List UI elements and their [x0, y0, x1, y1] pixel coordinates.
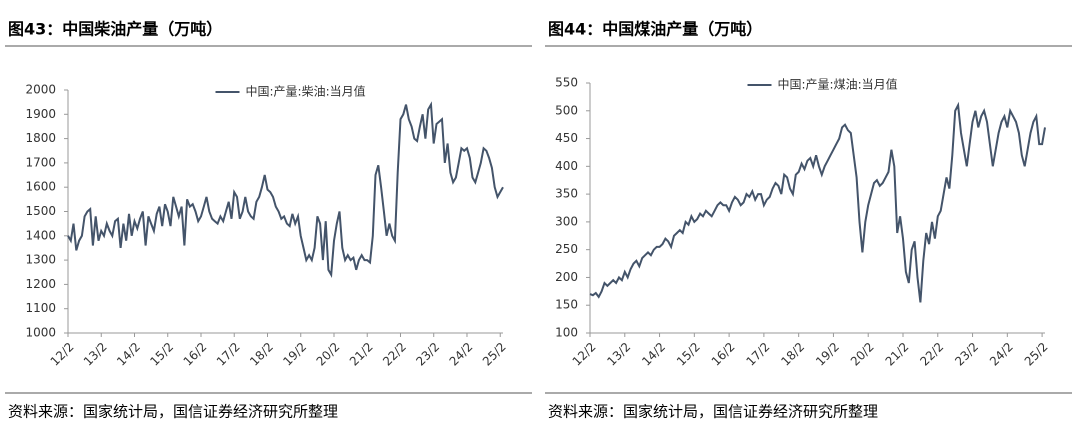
x-tick-label: 21/2 — [347, 340, 376, 369]
y-tick-label: 1200 — [25, 277, 56, 291]
y-tick-label: 1600 — [25, 180, 56, 194]
x-tick-label: 25/2 — [1022, 340, 1051, 369]
y-tick-label: 2000 — [25, 83, 56, 97]
y-tick-label: 350 — [555, 187, 578, 201]
x-tick-label: 20/2 — [314, 340, 343, 369]
x-tick-label: 15/2 — [674, 340, 703, 369]
y-tick-label: 400 — [555, 159, 578, 173]
x-tick-label: 24/2 — [987, 340, 1016, 369]
x-tick-label: 15/2 — [147, 340, 176, 369]
y-tick-label: 1000 — [25, 326, 56, 340]
x-tick-label: 20/2 — [848, 340, 877, 369]
y-tick-label: 500 — [555, 103, 578, 117]
y-tick-label: 150 — [555, 298, 578, 312]
y-tick-label: 100 — [555, 326, 578, 340]
data-line — [589, 101, 1046, 303]
x-tick-label: 25/2 — [480, 340, 509, 369]
x-tick-label: 12/2 — [48, 340, 77, 369]
x-tick-label: 21/2 — [883, 340, 912, 369]
data-line — [67, 101, 504, 278]
source: 资料来源：国家统计局，国信证券经济研究所整理 — [548, 403, 878, 421]
x-tick-label: 13/2 — [81, 340, 110, 369]
y-tick-label: 450 — [555, 131, 578, 145]
x-tick-label: 18/2 — [778, 340, 807, 369]
y-tick-label: 1100 — [25, 301, 56, 315]
x-tick-label: 16/2 — [181, 340, 210, 369]
x-tick-label: 19/2 — [813, 340, 842, 369]
y-tick-label: 1500 — [25, 204, 56, 218]
chart-title: 图43：中国柴油产量（万吨） — [8, 20, 222, 39]
legend-label: 中国:产量:柴油:当月值 — [246, 84, 366, 99]
x-tick-label: 16/2 — [709, 340, 738, 369]
y-tick-label: 250 — [555, 242, 578, 256]
y-tick-label: 1700 — [25, 155, 56, 169]
y-tick-label: 1400 — [25, 228, 56, 242]
x-tick-label: 23/2 — [413, 340, 442, 369]
y-tick-label: 1800 — [25, 131, 56, 145]
x-tick-label: 17/2 — [214, 340, 243, 369]
x-tick-label: 18/2 — [247, 340, 276, 369]
x-tick-label: 22/2 — [380, 340, 409, 369]
chart-title: 图44：中国煤油产量（万吨） — [548, 20, 762, 39]
x-tick-label: 24/2 — [447, 340, 476, 369]
y-tick-label: 1300 — [25, 253, 56, 267]
x-tick-label: 22/2 — [917, 340, 946, 369]
y-tick-label: 300 — [555, 214, 578, 228]
legend-label: 中国:产量:煤油:当月值 — [778, 77, 898, 92]
y-tick-label: 1900 — [25, 107, 56, 121]
y-tick-label: 200 — [555, 270, 578, 284]
y-tick-label: 550 — [555, 76, 578, 90]
x-tick-label: 12/2 — [570, 340, 599, 369]
x-tick-label: 13/2 — [604, 340, 633, 369]
x-tick-label: 14/2 — [639, 340, 668, 369]
x-tick-label: 19/2 — [280, 340, 309, 369]
x-tick-label: 23/2 — [952, 340, 981, 369]
x-tick-label: 17/2 — [744, 340, 773, 369]
x-tick-label: 14/2 — [114, 340, 143, 369]
source: 资料来源：国家统计局，国信证券经济研究所整理 — [8, 403, 338, 421]
